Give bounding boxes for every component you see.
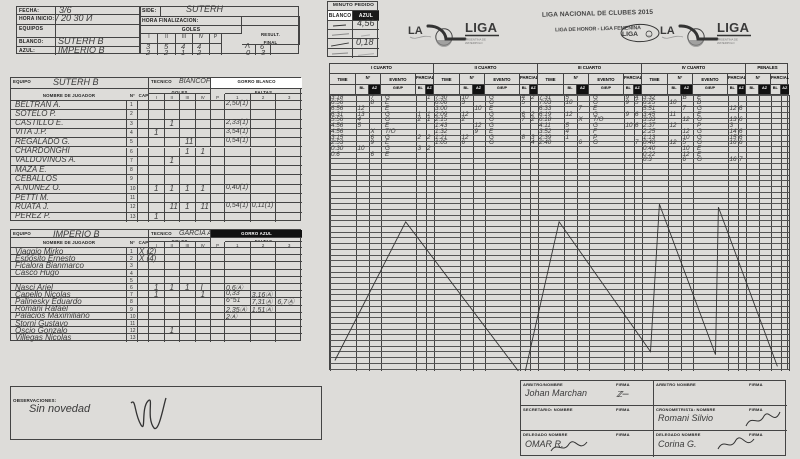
- svg-text:WATERPOLO: WATERPOLO: [465, 41, 483, 45]
- svg-text:LIGA: LIGA: [717, 22, 750, 35]
- svg-text:WATERPOLO: WATERPOLO: [717, 41, 735, 45]
- svg-text:LIGA: LIGA: [622, 31, 638, 38]
- svg-text:LA: LA: [408, 25, 423, 37]
- svg-text:LIGA: LIGA: [465, 22, 498, 35]
- svg-text:LA: LA: [660, 25, 675, 37]
